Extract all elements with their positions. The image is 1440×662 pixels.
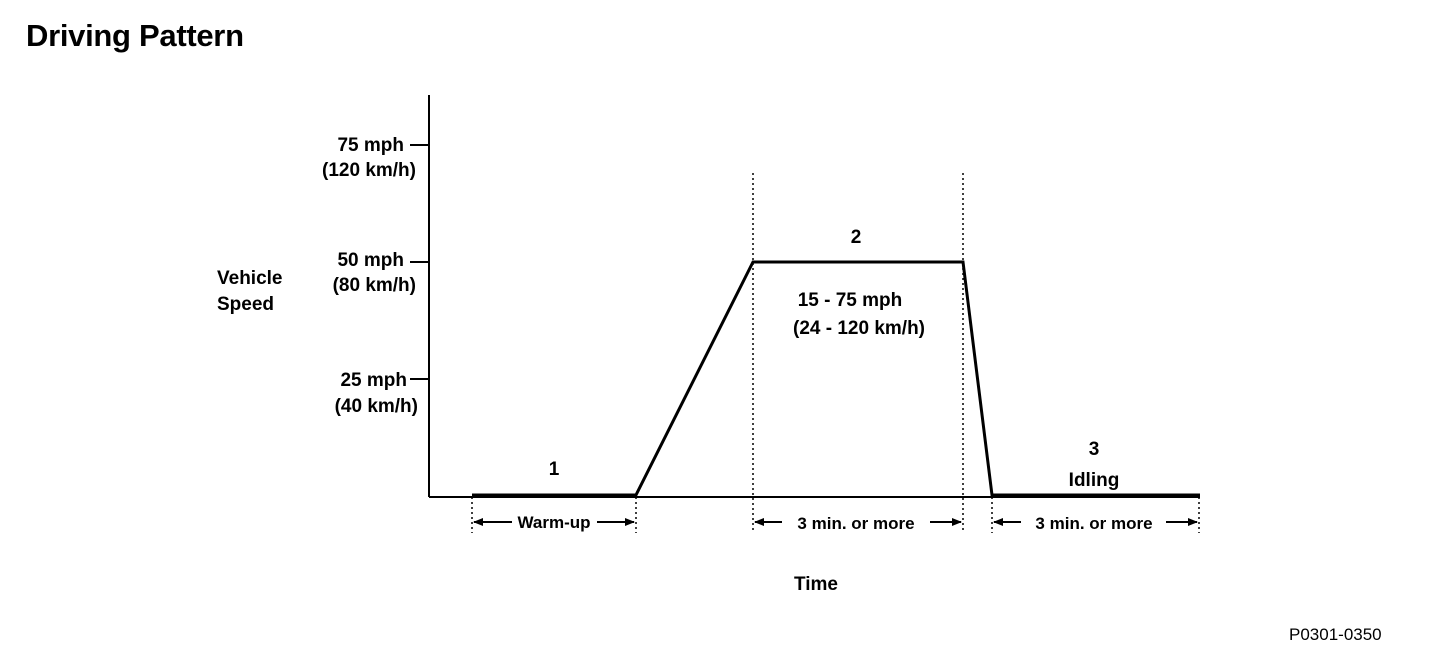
phase2-duration-label: 3 min. or more <box>797 514 914 533</box>
y-tick-label-75-kmh: (120 km/h) <box>322 160 416 181</box>
y-tick-label-50-mph: 50 mph <box>337 250 404 271</box>
x-axis-label: Time <box>794 574 838 595</box>
phase3-name: Idling <box>1069 470 1120 491</box>
phase3-duration-label: 3 min. or more <box>1035 514 1152 533</box>
page-title: Driving Pattern <box>26 18 244 53</box>
phase2-range-kmh: (24 - 120 km/h) <box>793 318 925 339</box>
phase2-range-mph: 15 - 75 mph <box>798 290 903 311</box>
y-tick-label-75-mph: 75 mph <box>337 135 404 156</box>
phase3-number: 3 <box>1089 439 1100 460</box>
figure-code: P0301-0350 <box>1289 625 1382 644</box>
y-tick-label-25-mph: 25 mph <box>340 370 407 391</box>
y-tick-label-50-kmh: (80 km/h) <box>333 275 416 296</box>
phase2-number: 2 <box>851 227 862 248</box>
phase1-number: 1 <box>549 459 560 480</box>
y-axis-label-line1: Vehicle <box>217 268 283 289</box>
y-tick-label-25-kmh: (40 km/h) <box>335 396 418 417</box>
y-axis-label-line2: Speed <box>217 294 274 315</box>
warmup-duration-label: Warm-up <box>517 513 590 532</box>
speed-profile-line <box>472 260 1200 497</box>
